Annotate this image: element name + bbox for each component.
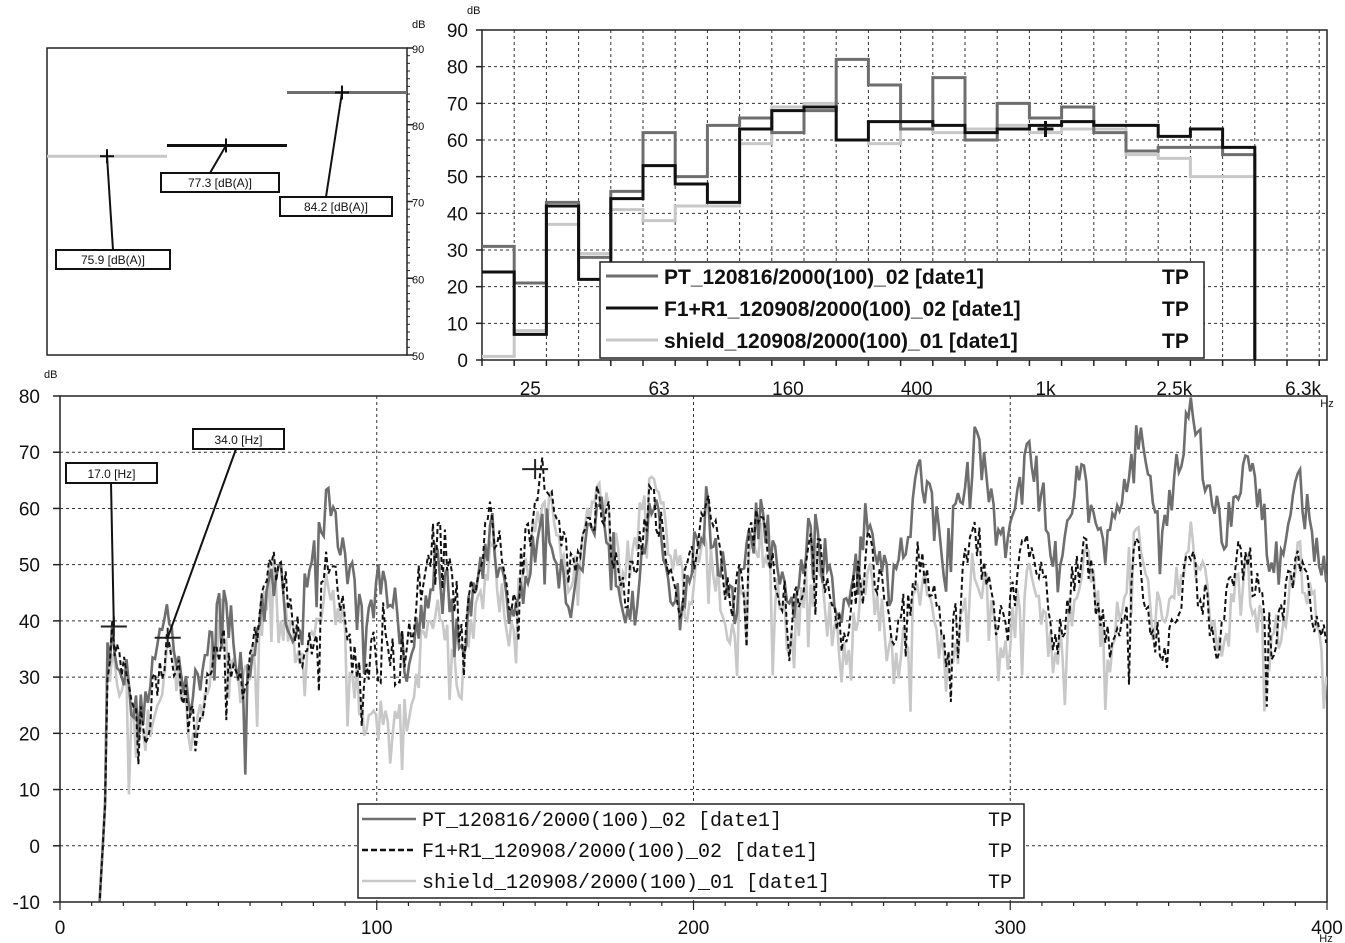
narrow-label-box-1 (192, 428, 285, 450)
narrow-y-tick-label: 0 (29, 837, 40, 858)
level-panel-y-tick-label: 70 (412, 198, 424, 210)
narrow-y-tick-label: 40 (19, 612, 40, 633)
level-panel-y-unit: dB (412, 19, 425, 31)
narrow-x-tick-label: 0 (55, 918, 66, 939)
narrow-y-tick-label: 50 (19, 556, 40, 577)
narrow-y-tick-label: 80 (19, 387, 40, 408)
narrow-y-tick-label: 60 (19, 499, 40, 520)
narrow-series-group (98, 397, 1327, 902)
narrow-legend-suffix-1: TP (988, 841, 1012, 864)
octave-y-tick-label: 70 (447, 94, 468, 115)
narrow-series-0 (98, 397, 1327, 902)
narrow-leader-0 (110, 482, 115, 627)
level-label-1: 77.3 [dB(A)] (188, 176, 252, 190)
octave-y-tick-label: 40 (447, 204, 468, 225)
octave-y-tick-label: 10 (447, 314, 468, 335)
narrow-x-tick-label: 300 (994, 918, 1026, 939)
narrow-series-1 (98, 457, 1327, 902)
narrow-label-0: 17.0 [Hz] (87, 467, 135, 481)
octave-x-tick-label: 2.5k (1156, 379, 1192, 400)
narrow-y-tick-label: 30 (19, 668, 40, 689)
octave-y-tick-label: 80 (447, 58, 468, 79)
narrow-label-1: 34.0 [Hz] (214, 433, 262, 447)
level-label-0: 75.9 [dB(A)] (81, 253, 145, 267)
level-panel-y-tick-label: 80 (412, 121, 424, 133)
narrow-legend-suffix-2: TP (988, 872, 1012, 895)
level-label-2: 84.2 [dB(A)] (304, 200, 368, 214)
level-label-box-0 (55, 249, 171, 270)
narrow-y-tick-label: -10 (13, 893, 40, 914)
level-leader-0 (106, 156, 114, 251)
octave-y-tick-label: 0 (457, 351, 468, 372)
octave-y-tick-label: 50 (447, 168, 468, 189)
level-leader-2 (325, 92, 343, 198)
level-panel-y-tick-label: 90 (412, 44, 424, 56)
narrow-legend-label-2: shield_120908/2000(100)_01 [date1] (422, 872, 830, 895)
octave-legend-suffix-0: TP (1162, 266, 1189, 289)
octave-x-tick-label: 160 (772, 379, 804, 400)
narrow-label-box-0 (65, 462, 158, 484)
octave-legend-label-1: F1+R1_120908/2000(100)_02 [date1] (664, 298, 1021, 321)
octave-y-tick-label: 30 (447, 241, 468, 262)
level-leader-1 (209, 144, 227, 174)
narrow-x-tick-label: 100 (361, 918, 393, 939)
narrow-y-unit: dB (44, 369, 57, 381)
narrow-series-2 (98, 475, 1327, 902)
narrow-x-tick-label: 200 (678, 918, 710, 939)
octave-x-tick-label: 6.3k (1285, 379, 1321, 400)
narrow-leader-1 (166, 448, 237, 639)
octave-y-unit: dB (467, 5, 480, 17)
narrow-legend-box (357, 803, 1025, 899)
level-panel-y-tick-label: 50 (412, 351, 424, 363)
octave-x-tick-label: 400 (901, 379, 933, 400)
narrow-y-tick-label: 10 (19, 781, 40, 802)
narrow-x-unit: Hz (1319, 933, 1332, 943)
narrow-legend-label-1: F1+R1_120908/2000(100)_02 [date1] (422, 841, 818, 864)
narrow-x-tick-label: 400 (1311, 918, 1343, 939)
octave-y-tick-label: 90 (447, 21, 468, 42)
narrow-legend-suffix-0: TP (988, 810, 1012, 833)
octave-legend-label-2: shield_120908/2000(100)_01 [date1] (664, 330, 1018, 353)
level-panel-y-tick-label: 60 (412, 274, 424, 286)
octave-y-tick-label: 20 (447, 278, 468, 299)
octave-x-tick-label: 25 (520, 379, 541, 400)
octave-frame (481, 29, 1328, 361)
narrow-y-tick-label: 70 (19, 443, 40, 464)
octave-legend-label-0: PT_120816/2000(100)_02 [date1] (664, 266, 984, 289)
octave-legend-suffix-2: TP (1162, 330, 1189, 353)
narrow-frame (59, 395, 1328, 903)
octave-legend-box (599, 261, 1205, 359)
level-label-box-1 (160, 172, 280, 193)
octave-series-1 (482, 105, 1257, 360)
octave-legend-suffix-1: TP (1162, 298, 1189, 321)
octave-x-tick-label: 63 (649, 379, 670, 400)
octave-y-tick-label: 60 (447, 131, 468, 152)
narrow-y-tick-label: 20 (19, 724, 40, 745)
narrow-legend-label-0: PT_120816/2000(100)_02 [date1] (422, 810, 782, 833)
octave-x-tick-label: 1k (1035, 379, 1056, 400)
level-label-box-2 (279, 196, 393, 217)
